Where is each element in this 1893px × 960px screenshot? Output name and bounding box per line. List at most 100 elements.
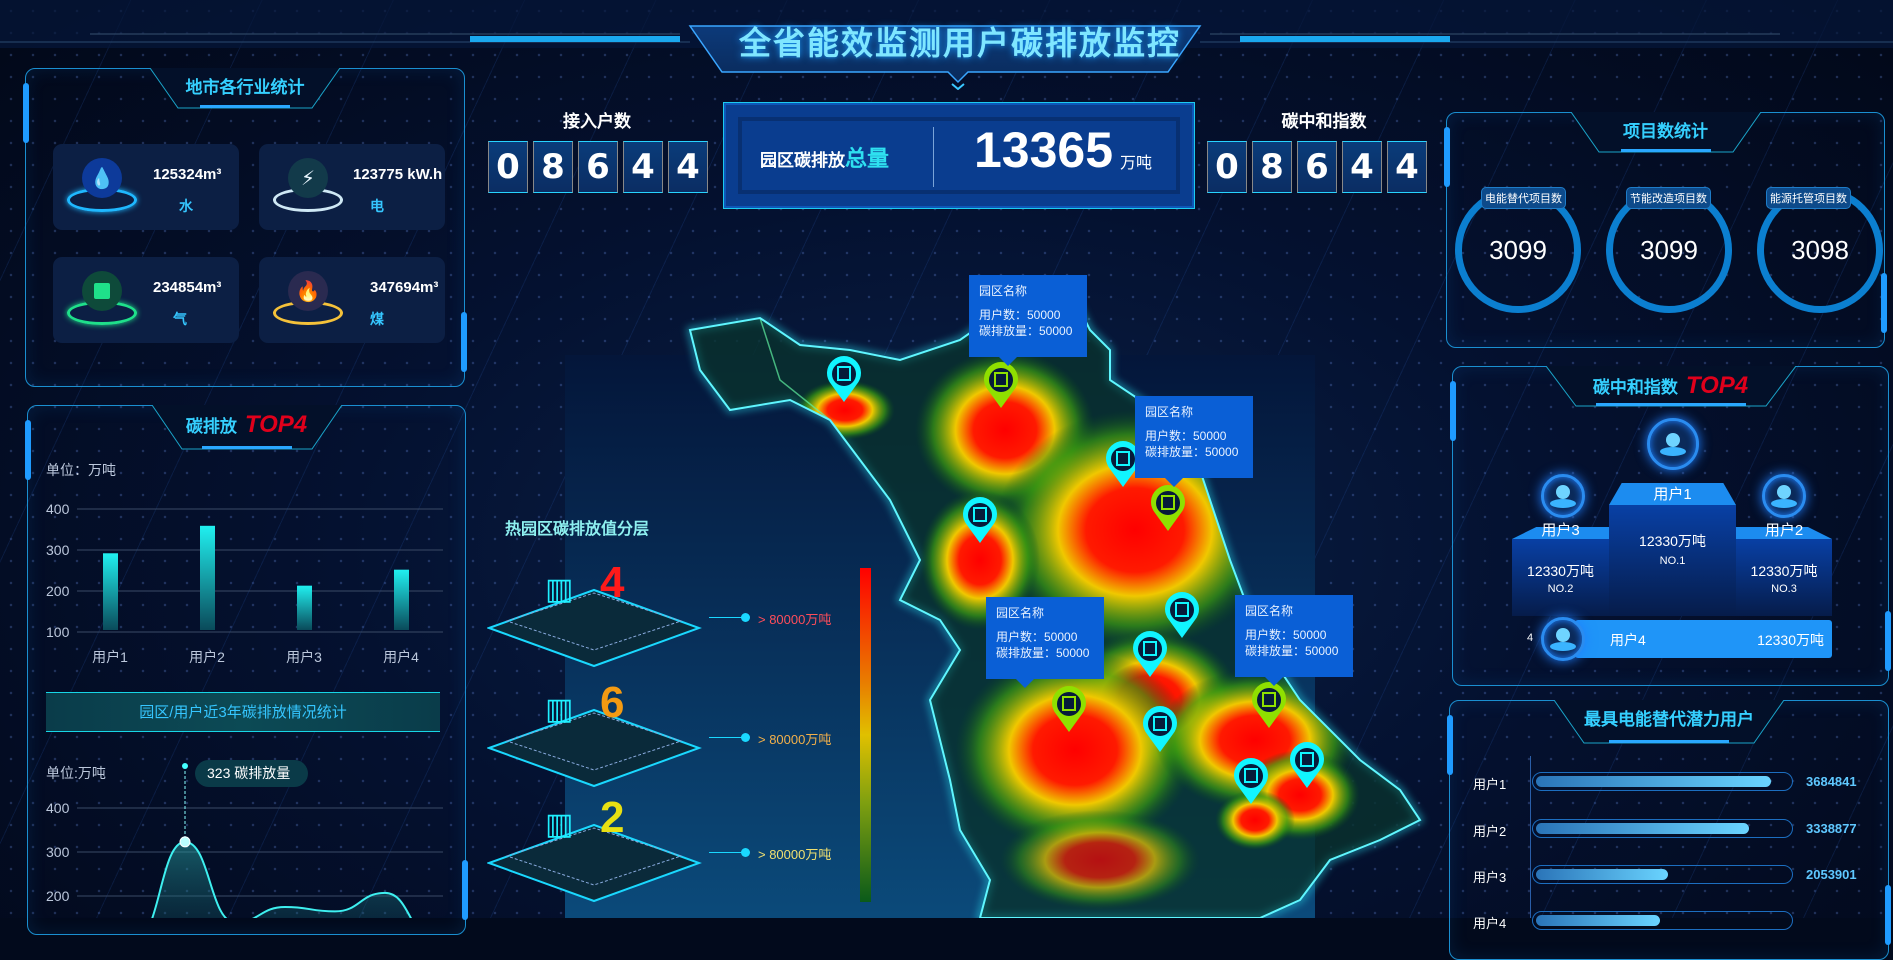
tooltip-emission: 碳排放量：50000 bbox=[979, 324, 1073, 338]
layer-range: > 80000万吨 bbox=[758, 847, 832, 862]
layer-platform bbox=[487, 823, 702, 903]
connector-dot bbox=[741, 733, 750, 742]
flame-icon: 🔥 bbox=[288, 271, 328, 311]
potential-value: 3684841 bbox=[1806, 774, 1857, 789]
digit: 4 bbox=[623, 141, 663, 193]
park-tooltip: 园区名称 用户数：50000 碳排放量：50000 bbox=[1235, 595, 1353, 686]
park-tooltip: 园区名称 用户数：50000 碳排放量：50000 bbox=[986, 597, 1104, 688]
avatar-user4 bbox=[1541, 617, 1585, 661]
panel-title: 项目数统计 bbox=[1570, 112, 1761, 154]
podium-third-top bbox=[1736, 527, 1832, 539]
industry-card-coal: 🔥 347694m³ 煤 bbox=[259, 257, 445, 343]
potential-user-name: 用户2 bbox=[1473, 824, 1507, 839]
y-tick-label: 100 bbox=[46, 624, 70, 640]
x-tick-label: 用户2 bbox=[189, 649, 225, 665]
potential-value: 2053901 bbox=[1806, 867, 1857, 882]
park-pin-icon[interactable] bbox=[1052, 686, 1086, 732]
industry-panel: 地市各行业统计 💧 125324m³ 水 ⚡ 123775 kW.h 电 234… bbox=[23, 68, 467, 387]
building-icon: ▥ bbox=[545, 808, 574, 841]
top4-badge: TOP4 bbox=[244, 411, 308, 438]
podium-second: 12330万吨 NO.2 bbox=[1512, 539, 1609, 616]
layer-range: > 80000万吨 bbox=[758, 732, 832, 747]
layer-count: 4 bbox=[600, 558, 625, 607]
trend-banner: 园区/用户近3年碳排放情况统计 bbox=[46, 692, 440, 732]
y-tick-label: 400 bbox=[46, 800, 70, 816]
tooltip-emission: 碳排放量：50000 bbox=[1145, 445, 1239, 459]
map-pins bbox=[827, 356, 1324, 804]
guide-dot bbox=[182, 763, 188, 769]
digit: 6 bbox=[1297, 141, 1337, 193]
panel-title: 地市各行业统计 bbox=[150, 68, 340, 110]
rank4-name: 用户4 bbox=[1610, 632, 1646, 648]
park-pin-icon[interactable] bbox=[1252, 682, 1286, 728]
trend-tooltip: 323 碳排放量 bbox=[195, 760, 308, 787]
panel-title: 最具电能替代潜力用户 bbox=[1554, 700, 1784, 744]
x-tick-label: 用户1 bbox=[92, 649, 128, 665]
park-pin-icon[interactable] bbox=[963, 497, 997, 543]
digit: 0 bbox=[488, 141, 528, 193]
bar bbox=[103, 553, 118, 630]
layer-count: 6 bbox=[600, 678, 625, 727]
y-tick-label: 300 bbox=[46, 542, 70, 558]
park-pin-icon[interactable] bbox=[827, 356, 861, 402]
total-label-emph: 总量 bbox=[845, 146, 890, 171]
tooltip-users: 用户数：50000 bbox=[996, 630, 1078, 644]
park-pin-icon[interactable] bbox=[1165, 592, 1199, 638]
page-title: 全省能效监测用户碳排放监控 bbox=[738, 25, 1181, 61]
x-tick-label: 用户3 bbox=[286, 649, 322, 665]
total-inner-frame bbox=[738, 117, 1180, 194]
building-icon: ▥ bbox=[545, 693, 574, 726]
total-value: 13365 bbox=[974, 122, 1114, 178]
park-pin-icon[interactable] bbox=[1151, 485, 1185, 531]
layers-title: 热园区碳排放值分层 bbox=[505, 521, 650, 538]
building-icon: ▥ bbox=[545, 573, 574, 606]
park-tooltip: 园区名称 用户数：50000 碳排放量：50000 bbox=[1135, 396, 1253, 487]
connector-line bbox=[709, 852, 745, 853]
potential-user-name: 用户4 bbox=[1473, 916, 1507, 931]
coal-label: 煤 bbox=[370, 311, 384, 327]
tooltip-emission: 碳排放量：50000 bbox=[1245, 644, 1339, 658]
x-tick-label: 用户4 bbox=[383, 649, 419, 665]
podium-user3-name: 用户3 bbox=[1541, 522, 1580, 539]
potential-panel: 最具电能替代潜力用户 bbox=[1447, 700, 1891, 960]
panel-title: 碳排放 TOP4 bbox=[151, 405, 342, 450]
electric-value: 123775 kW.h bbox=[353, 166, 443, 183]
podium-user1-name: 用户1 bbox=[1609, 483, 1736, 505]
tooltip-emission: 碳排放量：50000 bbox=[996, 646, 1090, 660]
park-tooltip: 园区名称 用户数：50000 碳排放量：50000 bbox=[969, 275, 1087, 366]
y-tick-label: 200 bbox=[46, 888, 70, 904]
layer-platform bbox=[487, 588, 702, 668]
emission-bar-chart: 100 200 300 400 用户1 用户2 用户3 用户4 bbox=[46, 501, 443, 665]
layer-range: > 80000万吨 bbox=[758, 612, 832, 627]
industry-card-electric: ⚡ 123775 kW.h 电 bbox=[259, 144, 445, 230]
header-frame bbox=[0, 0, 1893, 90]
tooltip-name: 园区名称 bbox=[979, 284, 1028, 298]
park-pin-icon[interactable] bbox=[1234, 758, 1268, 804]
water-value: 125324m³ bbox=[153, 166, 222, 183]
potential-bar bbox=[1532, 865, 1793, 884]
tooltip-label: 碳排放量 bbox=[234, 765, 291, 781]
park-pin-icon[interactable] bbox=[984, 362, 1018, 408]
podium-user2-name: 用户2 bbox=[1764, 522, 1804, 539]
project-label: 电能替代项目数 bbox=[1481, 187, 1566, 209]
potential-bar bbox=[1532, 819, 1793, 838]
podium-value: 12330万吨 bbox=[1639, 533, 1706, 549]
tooltip-value: 323 bbox=[207, 765, 231, 781]
digit: 4 bbox=[1387, 141, 1427, 193]
connector-dot bbox=[741, 848, 750, 857]
digit: 0 bbox=[1207, 141, 1247, 193]
potential-bar-fill bbox=[1536, 915, 1660, 926]
podium-first: 12330万吨 NO.1 bbox=[1609, 505, 1736, 616]
park-pin-icon[interactable] bbox=[1106, 441, 1140, 487]
neutral-index-label: 碳中和指数 bbox=[1281, 112, 1367, 131]
park-pin-icon[interactable] bbox=[1133, 631, 1167, 677]
heat-legend-gradient bbox=[860, 568, 871, 902]
park-pin-icon[interactable] bbox=[1143, 706, 1177, 752]
layer-count: 2 bbox=[600, 793, 625, 842]
podium-rank: NO.2 bbox=[1547, 583, 1574, 595]
total-emission-box: 园区碳排放总量 13365 万吨 bbox=[724, 103, 1194, 208]
divider bbox=[933, 127, 934, 187]
avatar-user1 bbox=[1647, 418, 1699, 470]
park-pin-icon[interactable] bbox=[1290, 742, 1324, 788]
